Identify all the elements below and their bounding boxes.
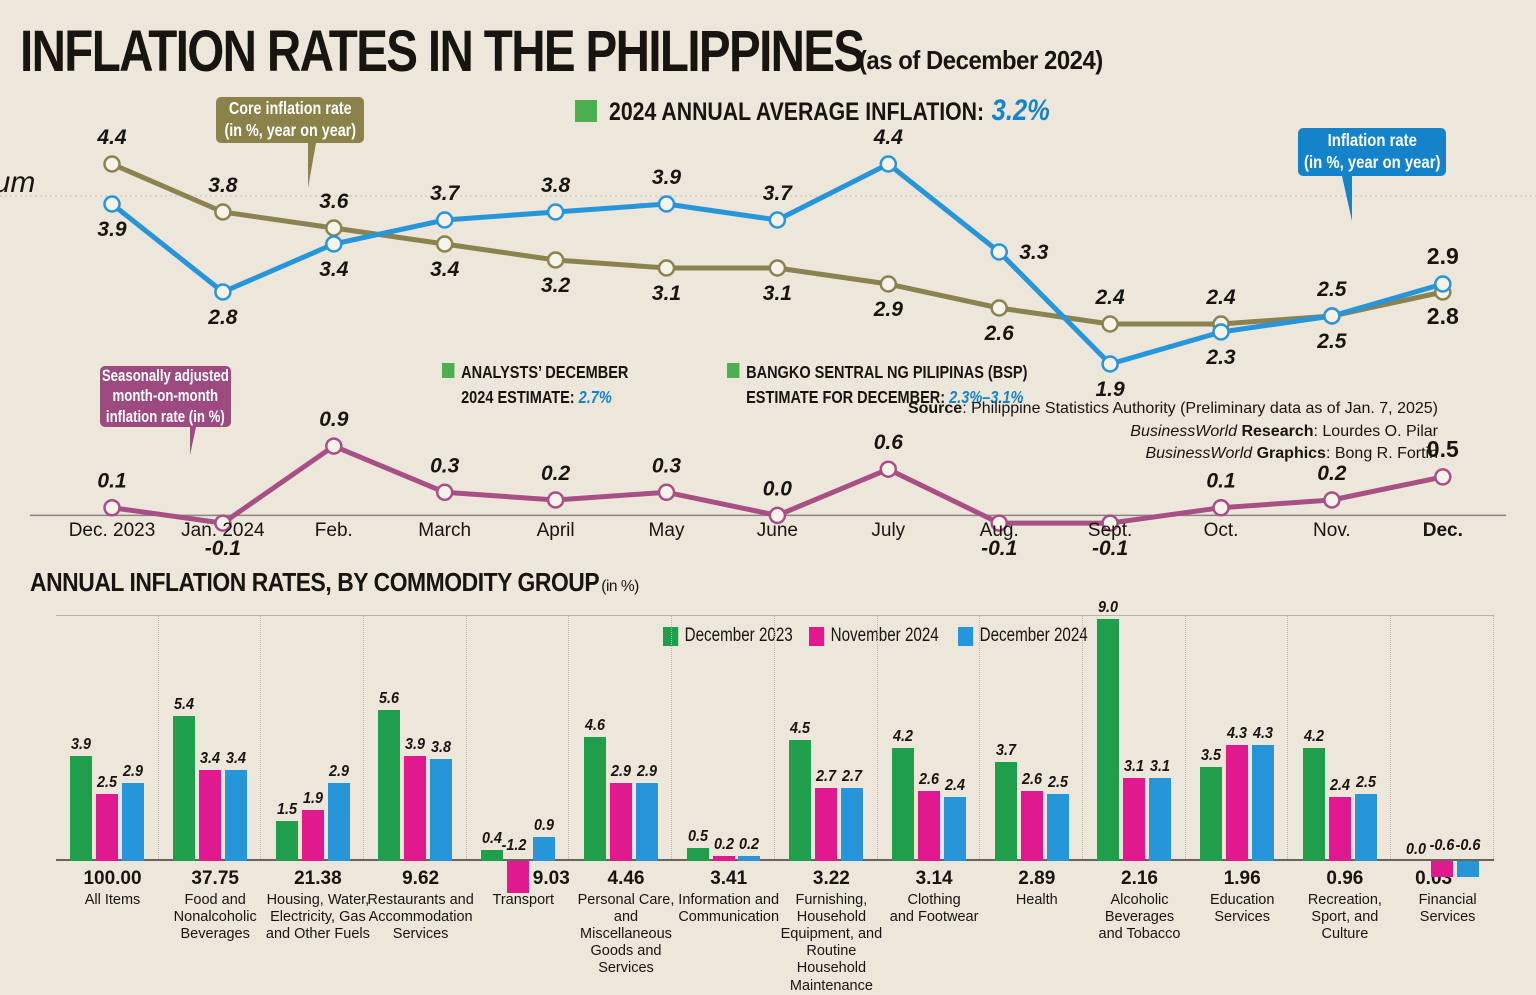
svg-text:2.9: 2.9 <box>1427 243 1459 269</box>
svg-text:3.9: 3.9 <box>97 218 127 241</box>
svg-text:0.1: 0.1 <box>1206 470 1235 493</box>
svg-text:0.1: 0.1 <box>97 470 126 493</box>
svg-text:3.6: 3.6 <box>319 190 349 213</box>
svg-text:2.4: 2.4 <box>1205 286 1236 309</box>
svg-text:3.9: 3.9 <box>652 166 682 189</box>
svg-text:3.8: 3.8 <box>208 174 238 197</box>
svg-text:0.9: 0.9 <box>319 408 349 431</box>
svg-text:0.2: 0.2 <box>541 462 571 485</box>
svg-text:3.4: 3.4 <box>319 258 349 281</box>
svg-text:2.8: 2.8 <box>207 306 238 329</box>
svg-text:0.0: 0.0 <box>763 477 793 500</box>
svg-text:2.8: 2.8 <box>1427 303 1459 329</box>
svg-text:3.1: 3.1 <box>652 282 681 305</box>
svg-text:0.6: 0.6 <box>874 431 904 454</box>
svg-text:3.3: 3.3 <box>1019 241 1049 264</box>
svg-text:3.4: 3.4 <box>430 258 460 281</box>
svg-text:2.9: 2.9 <box>873 298 904 321</box>
svg-text:3.7: 3.7 <box>430 182 461 205</box>
svg-text:4.4: 4.4 <box>96 126 127 149</box>
svg-text:3.8: 3.8 <box>541 174 571 197</box>
svg-text:0.3: 0.3 <box>430 454 460 477</box>
svg-text:0.3: 0.3 <box>652 454 682 477</box>
svg-text:2.4: 2.4 <box>1094 286 1125 309</box>
svg-text:4.4: 4.4 <box>873 126 904 149</box>
svg-text:3.7: 3.7 <box>763 182 794 205</box>
svg-text:3.2: 3.2 <box>541 274 571 297</box>
svg-text:3.1: 3.1 <box>763 282 792 305</box>
svg-text:2.5: 2.5 <box>1316 278 1347 301</box>
